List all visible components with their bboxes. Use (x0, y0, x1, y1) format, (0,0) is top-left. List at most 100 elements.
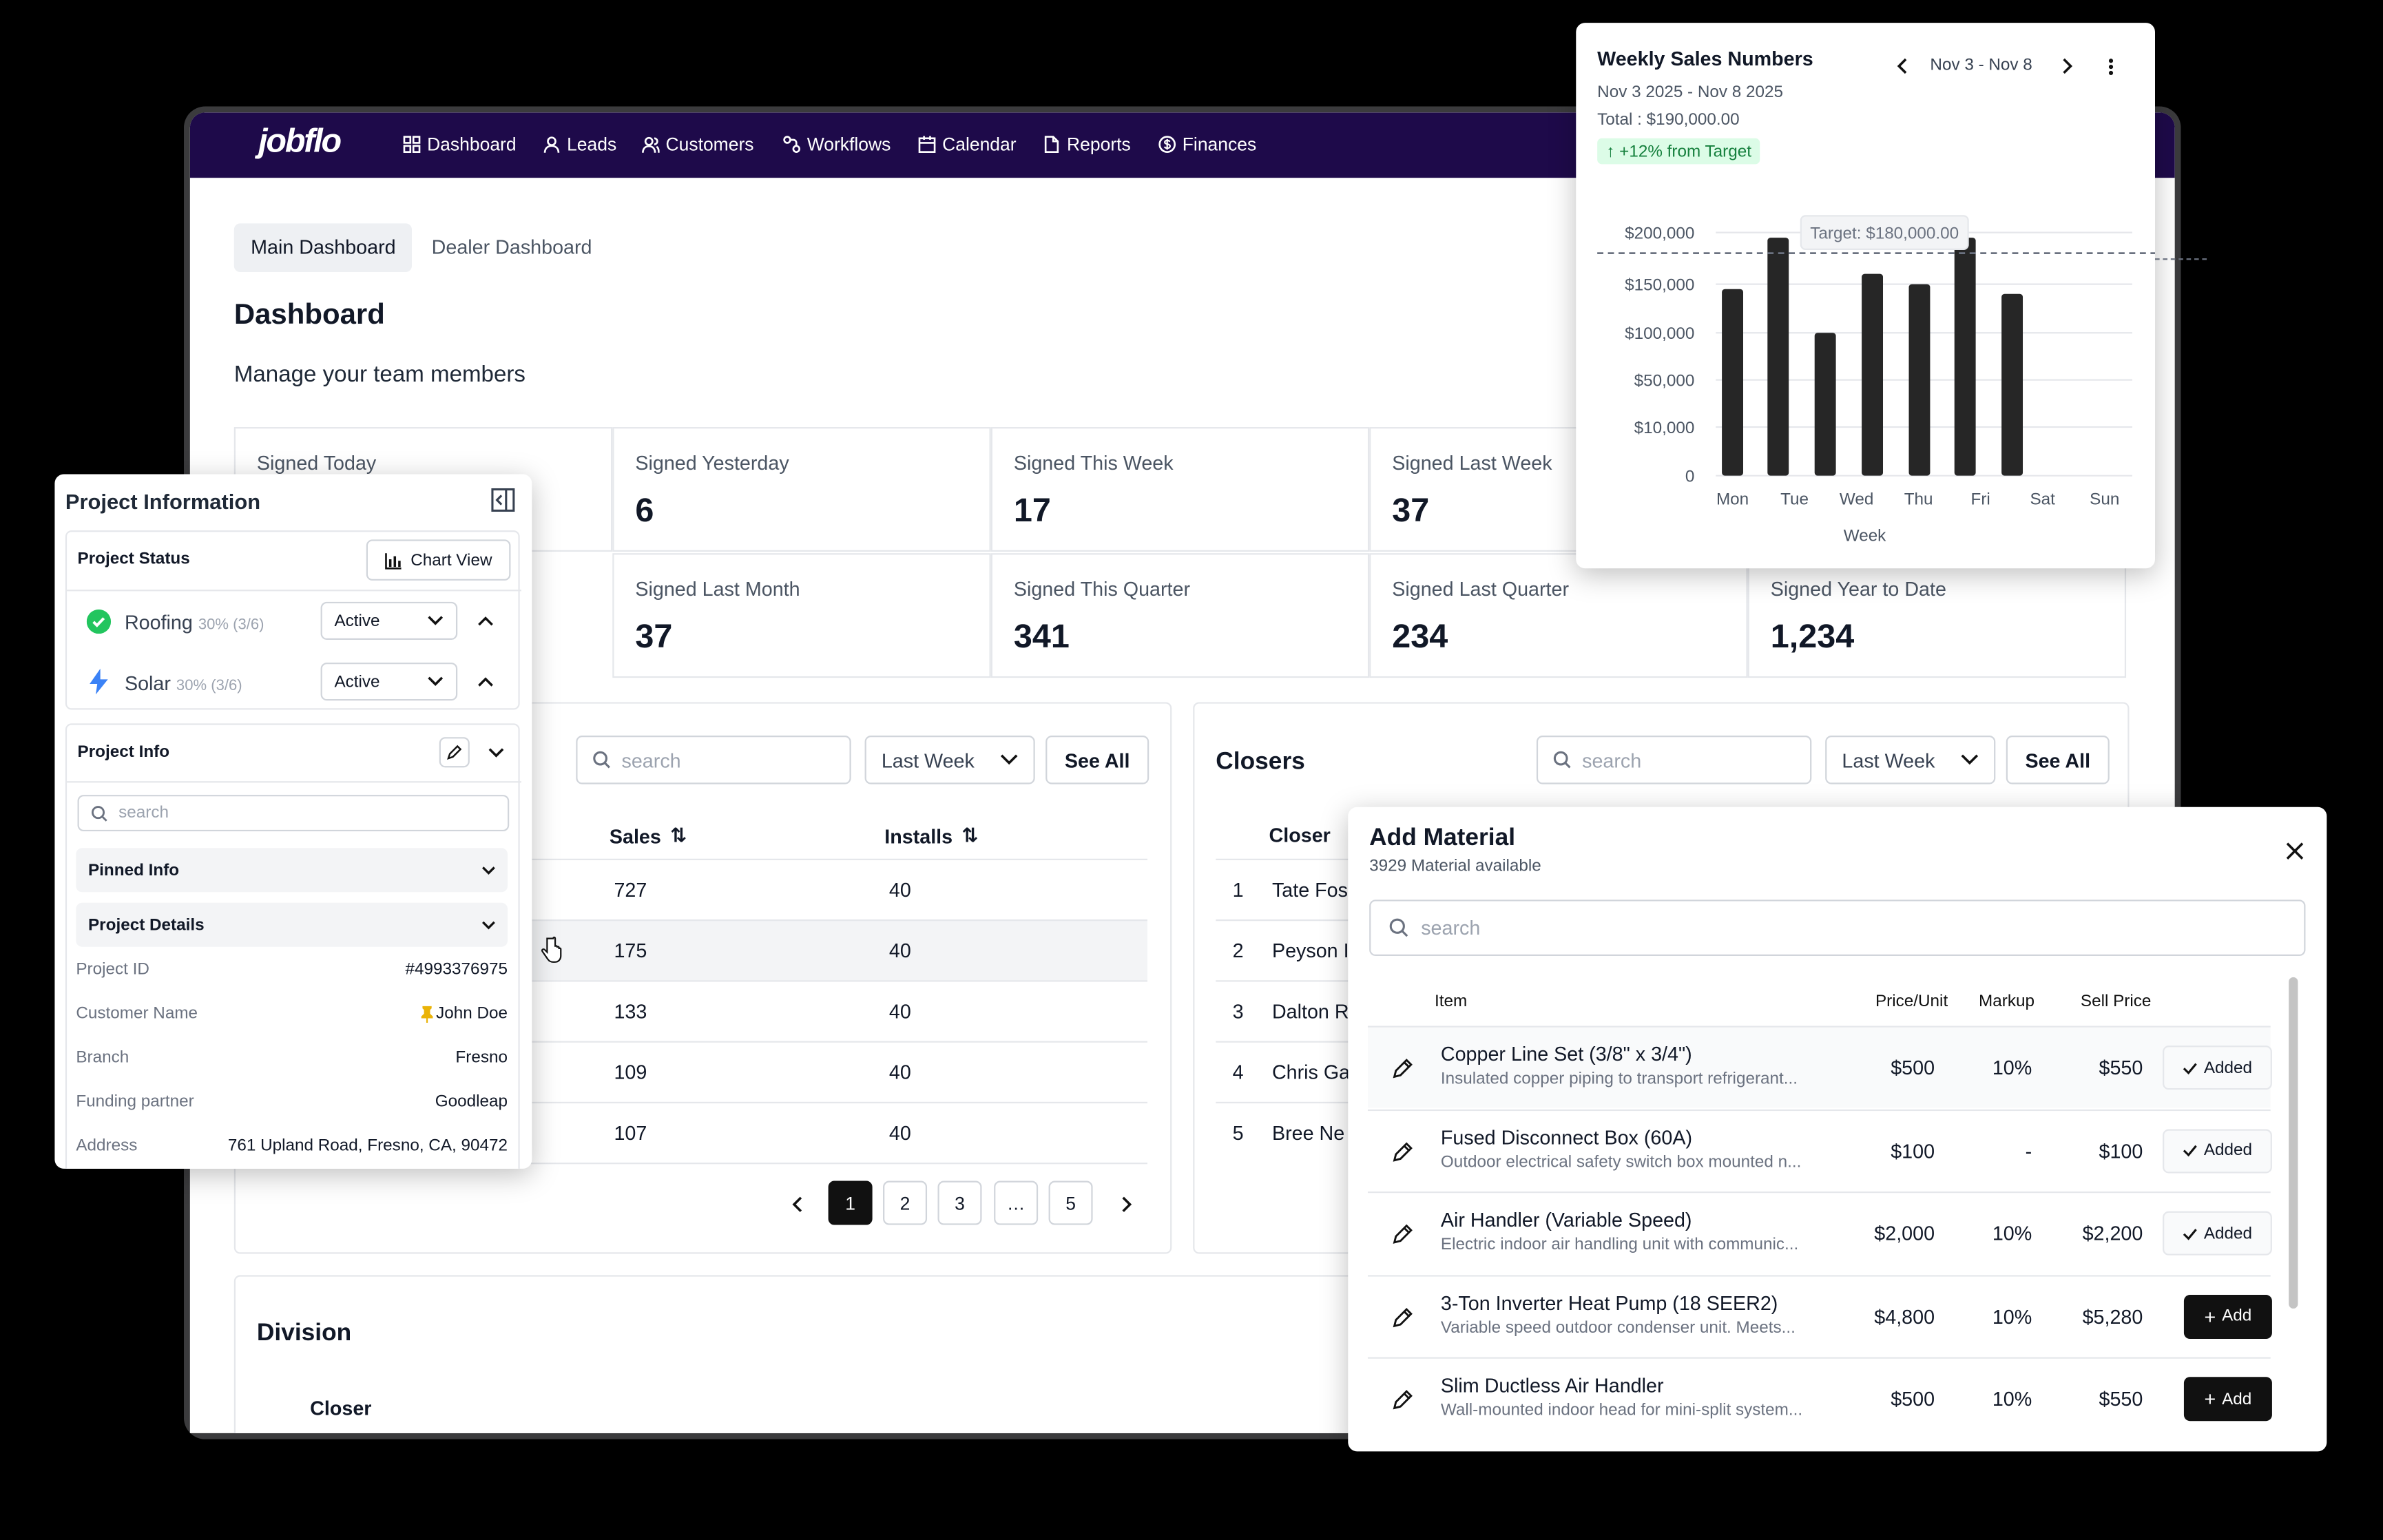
table-row[interactable]: 109 40 (236, 1041, 1148, 1102)
nav-item-leads[interactable]: Leads (543, 134, 616, 155)
add-button[interactable]: + Add (2183, 1377, 2272, 1422)
closers-see-all-button[interactable]: See All (2006, 736, 2110, 784)
field-value: Goodleap (435, 1092, 508, 1112)
pagination-page[interactable]: 2 (883, 1180, 928, 1225)
pinned-info-accordion[interactable]: Pinned Info (76, 848, 508, 893)
collapse-panel-icon[interactable] (491, 488, 515, 512)
closers-period-select[interactable]: Last Week (1825, 736, 1996, 784)
bar-sat[interactable] (1954, 238, 1976, 476)
chevron-right-icon[interactable] (2062, 58, 2073, 74)
pencil-icon (1393, 1390, 1413, 1410)
pagination-page[interactable]: 5 (1048, 1180, 1093, 1225)
project-info-label: Project Info (77, 743, 170, 762)
edit-material-button[interactable] (1392, 1389, 1413, 1418)
pagination-page[interactable]: 3 (937, 1180, 982, 1225)
chevron-up-icon[interactable] (477, 676, 494, 687)
edit-material-button[interactable] (1392, 1141, 1413, 1169)
bar-fri[interactable] (1908, 284, 1931, 476)
table-row[interactable]: 727 40 (236, 858, 1148, 919)
sales-column-header[interactable]: Sales ⇅ (610, 824, 687, 848)
pencil-icon (1393, 1224, 1413, 1244)
edit-info-button[interactable] (439, 737, 470, 768)
info-field: Address 761 Upland Road, Fresno, CA, 9047… (76, 1137, 508, 1155)
material-row[interactable]: Fused Disconnect Box (60A) Outdoor electr… (1367, 1108, 2272, 1191)
sell-price-column-header: Sell Price (2080, 992, 2152, 1011)
state-value: Active (334, 672, 380, 691)
edit-material-button[interactable] (1392, 1223, 1413, 1252)
nav-item-reports[interactable]: Reports (1043, 134, 1131, 155)
calendar-icon (918, 136, 936, 153)
material-markup: 10% (1992, 1387, 2032, 1411)
added-label: Added (2203, 1224, 2253, 1242)
closer-column-header[interactable]: Closer (1269, 823, 1331, 847)
sales-search-input[interactable]: search (576, 736, 851, 784)
closer-rank: 3 (1232, 999, 1244, 1023)
material-name: 3-Ton Inverter Heat Pump (18 SEER2) (1440, 1291, 1778, 1314)
bar-wed[interactable] (1814, 333, 1836, 476)
roofing-state-select[interactable]: Active (320, 601, 458, 640)
added-button[interactable]: Added (2163, 1128, 2272, 1173)
sales-period-select[interactable]: Last Week (864, 736, 1035, 784)
project-details-accordion[interactable]: Project Details (76, 902, 508, 947)
chevron-left-icon[interactable] (1897, 58, 1907, 74)
stat-label: Signed Today (256, 451, 377, 475)
pagination-next[interactable] (1116, 1193, 1137, 1214)
bar-mon[interactable] (1722, 289, 1744, 476)
chevron-down-icon[interactable] (488, 748, 504, 758)
bar-thu[interactable] (1862, 273, 1884, 476)
field-value-wrap: 761 Upland Road, Fresno, CA, 90472 (228, 1137, 508, 1155)
sales-see-all-button[interactable]: See All (1045, 736, 1149, 784)
x-axis-label: Week (1844, 527, 1886, 545)
field-value-wrap: Goodleap (435, 1093, 508, 1111)
table-row[interactable]: 133 40 (236, 980, 1148, 1041)
bar-tue[interactable] (1767, 238, 1789, 476)
solar-state-select[interactable]: Active (320, 663, 458, 701)
bar-sun[interactable] (2001, 293, 2023, 476)
material-row[interactable]: Slim Ductless Air Handler Wall-mounted in… (1367, 1357, 2272, 1439)
chevron-up-icon[interactable] (477, 616, 494, 626)
nav-item-dashboard[interactable]: Dashboard (403, 134, 517, 155)
dollar-icon (1158, 136, 1176, 153)
tab-dealer-dashboard[interactable]: Dealer Dashboard (431, 236, 592, 259)
nav-item-finances[interactable]: Finances (1158, 134, 1256, 155)
added-button[interactable]: Added (2163, 1211, 2272, 1256)
nav-item-customers[interactable]: Customers (641, 134, 754, 155)
nav-item-calendar[interactable]: Calendar (918, 134, 1017, 155)
edit-material-button[interactable] (1392, 1307, 1413, 1335)
stat-value: 37 (635, 616, 673, 656)
status-progress: 30% (3/6) (198, 616, 264, 634)
material-row[interactable]: Air Handler (Variable Speed) Electric ind… (1367, 1191, 2272, 1273)
pagination-page[interactable]: 1 (828, 1180, 873, 1225)
pencil-icon (447, 745, 462, 760)
material-row[interactable]: Copper Line Set (3/8" x 3/4") Insulated c… (1367, 1026, 2272, 1108)
pencil-icon (1393, 1307, 1413, 1327)
added-button[interactable]: Added (2163, 1045, 2272, 1090)
add-button[interactable]: + Add (2183, 1293, 2272, 1338)
scrollbar-thumb[interactable] (2289, 977, 2298, 1309)
material-search-input[interactable]: search (1369, 899, 2306, 956)
closers-search-input[interactable]: search (1536, 736, 1812, 784)
table-row[interactable]: 107 40 (236, 1101, 1148, 1163)
division-closer-header[interactable]: Closer (310, 1396, 372, 1419)
app-logo[interactable]: jobflo (258, 121, 342, 160)
field-value: 761 Upland Road, Fresno, CA, 90472 (227, 1136, 508, 1156)
material-sell-price: $550 (2099, 1056, 2143, 1079)
more-options-icon[interactable] (2108, 58, 2114, 76)
field-value: #4993376975 (405, 960, 508, 979)
tab-main-dashboard[interactable]: Main Dashboard (233, 223, 413, 272)
edit-material-button[interactable] (1392, 1058, 1413, 1087)
nav-item-label: Workflows (807, 134, 891, 156)
field-key: Project ID (76, 960, 149, 979)
project-info-search-input[interactable]: search (77, 795, 510, 832)
stat-value: 234 (1392, 616, 1448, 656)
pagination-prev[interactable] (786, 1193, 807, 1214)
pagination-page[interactable]: … (994, 1180, 1039, 1225)
material-name: Air Handler (Variable Speed) (1440, 1208, 1692, 1231)
chart-view-button[interactable]: Chart View (366, 539, 511, 581)
close-icon[interactable] (2286, 842, 2304, 860)
material-row[interactable]: 3-Ton Inverter Heat Pump (18 SEER2) Varia… (1367, 1274, 2272, 1356)
installs-column-header[interactable]: Installs ⇅ (884, 824, 978, 848)
target-tooltip (1800, 215, 1969, 250)
nav-item-workflows[interactable]: Workflows (782, 134, 891, 155)
installs-value: 40 (888, 999, 911, 1023)
